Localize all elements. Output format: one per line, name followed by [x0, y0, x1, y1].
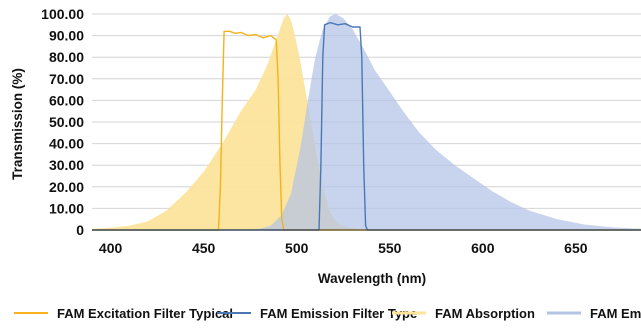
- y-tick-label: 30.00: [49, 157, 84, 173]
- y-tick-labels: 0 10.00 20.00 30.00 40.00 50.00 60.00 70.00 80.0…: [41, 6, 84, 238]
- y-axis-title: Transmission (%): [10, 68, 25, 180]
- legend: FAM Excitation Filter Typical FAM Emissio…: [14, 306, 641, 321]
- legend-label-fam-emission: FAM Emission: [590, 306, 641, 321]
- x-tick-label: 550: [378, 240, 402, 256]
- y-tick-label: 50.00: [49, 114, 84, 130]
- y-tick-label: 80.00: [49, 49, 84, 65]
- x-tick-label: 400: [99, 240, 123, 256]
- fam-emission-filter-type-line: [92, 21, 641, 231]
- x-tick-label: 650: [564, 240, 588, 256]
- fam-excitation-filter-typical-line: [92, 30, 641, 231]
- x-tick-label: 500: [285, 240, 309, 256]
- y-tick-label: 40.00: [49, 136, 84, 152]
- x-tick-labels: 400 450 500 550 600 650: [99, 240, 588, 256]
- y-tick-label: 70.00: [49, 71, 84, 87]
- line-series: [92, 21, 641, 231]
- area-series: [92, 14, 641, 230]
- y-tick-label: 60.00: [49, 92, 84, 108]
- y-tick-label: 100.00: [41, 6, 84, 22]
- y-tick-label: 90.00: [49, 28, 84, 44]
- x-tick-label: 600: [471, 240, 495, 256]
- legend-label-fam-excitation-filter-typical: FAM Excitation Filter Typical: [57, 306, 233, 321]
- y-tick-label: 20.00: [49, 179, 84, 195]
- x-tick-label: 450: [192, 240, 216, 256]
- legend-label-fam-emission-filter-type: FAM Emission Filter Type: [260, 306, 417, 321]
- y-tick-label: 10.00: [49, 200, 84, 216]
- y-tick-label: 0: [76, 222, 84, 238]
- legend-label-fam-absorption: FAM Absorption: [435, 306, 535, 321]
- x-axis-title: Wavelength (nm): [318, 271, 426, 286]
- fam-emission-area: [244, 14, 641, 230]
